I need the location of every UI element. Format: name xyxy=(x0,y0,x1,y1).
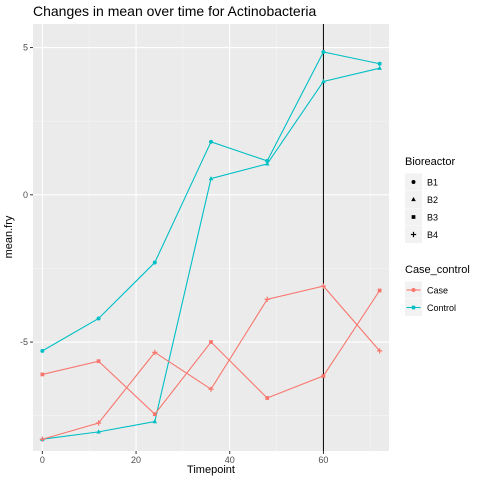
legend-key-case xyxy=(405,282,422,299)
x-tick-label: 60 xyxy=(318,455,328,465)
legend-label-control: Control xyxy=(427,303,456,313)
legend-key-b2 xyxy=(405,191,422,208)
legend-key-b3 xyxy=(405,209,422,226)
y-tick-label: 5 xyxy=(23,43,28,53)
chart-title: Changes in mean over time for Actinobact… xyxy=(33,3,316,19)
x-axis: 0 20 40 60 xyxy=(40,451,329,465)
data-point-b1 xyxy=(209,140,213,144)
data-point-b1 xyxy=(321,50,325,54)
legend-label-b4: B4 xyxy=(427,230,438,240)
legend-key-b4 xyxy=(405,226,422,243)
data-point-b3 xyxy=(97,359,101,363)
data-point-b1 xyxy=(97,317,101,321)
y-tick-label: 0 xyxy=(23,190,28,200)
legend-key-b1 xyxy=(405,174,422,191)
legend-label-b1: B1 xyxy=(427,178,438,188)
data-point-b1 xyxy=(378,62,382,66)
legend-title-bioreactor: Bioreactor xyxy=(405,156,455,168)
data-point-b1 xyxy=(153,261,157,265)
data-point-b3 xyxy=(265,396,269,400)
legend-key-control xyxy=(405,299,422,316)
y-axis-title: mean.fry xyxy=(3,215,15,258)
legend-label-b3: B3 xyxy=(427,213,438,223)
data-point-b1 xyxy=(40,349,44,353)
x-tick-label: 0 xyxy=(40,455,45,465)
data-point-b3 xyxy=(378,289,382,293)
legend-marker-b3 xyxy=(412,215,416,219)
data-point-b3 xyxy=(209,340,213,344)
data-point-b3 xyxy=(40,373,44,377)
x-axis-title: Timepoint xyxy=(187,464,235,476)
legend-title-case-control: Case_control xyxy=(405,264,470,276)
y-axis: 5 0 -5 xyxy=(20,43,33,347)
x-tick-label: 20 xyxy=(131,455,141,465)
data-point-b3 xyxy=(153,412,157,416)
legend-label-case: Case xyxy=(427,286,448,296)
legends: Bioreactor B1 B2 B3 B4 Case_control Case Contro… xyxy=(405,156,470,316)
legend-label-b2: B2 xyxy=(427,195,438,205)
y-tick-label: -5 xyxy=(20,337,28,347)
data-point-b3 xyxy=(322,374,326,378)
legend-marker-b1 xyxy=(412,180,416,184)
